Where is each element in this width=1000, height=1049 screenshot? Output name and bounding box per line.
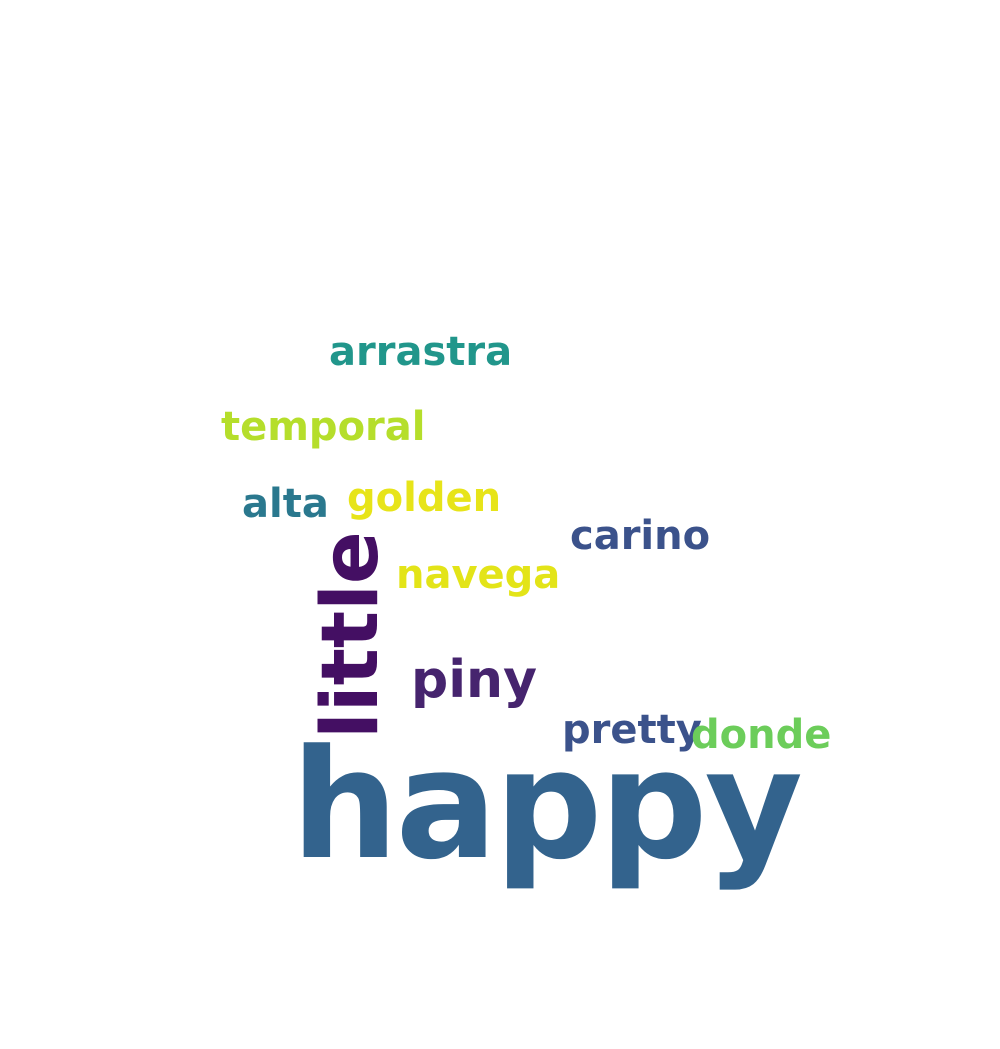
word-temporal: temporal xyxy=(221,404,426,450)
word-happy: happy xyxy=(291,717,803,893)
word-piny: piny xyxy=(411,650,537,710)
word-navega: navega xyxy=(396,552,561,598)
word-donde: donde xyxy=(691,712,832,758)
word-alta: alta xyxy=(242,481,329,527)
word-golden: golden xyxy=(347,475,502,521)
word-arrastra: arrastra xyxy=(329,329,513,375)
word-pretty: pretty xyxy=(562,707,702,753)
word-carino: carino xyxy=(570,513,711,559)
word-little: little xyxy=(305,531,396,739)
